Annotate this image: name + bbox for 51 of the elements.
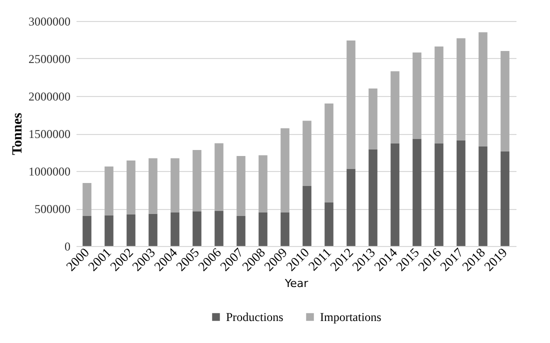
legend-label: Importations (320, 310, 382, 324)
bar (500, 152, 510, 246)
bar (346, 40, 356, 169)
bar (500, 51, 510, 152)
bar (390, 143, 400, 246)
bar (324, 104, 334, 202)
bar (368, 149, 378, 246)
bar (258, 212, 268, 246)
bar (280, 212, 290, 246)
bar (214, 210, 224, 246)
bar (302, 186, 312, 246)
y-tick-label: 500000 (34, 202, 70, 216)
bar (478, 32, 488, 146)
bar (192, 212, 202, 246)
bar (434, 143, 444, 246)
bar (126, 160, 136, 214)
bar (456, 140, 466, 246)
bar (214, 143, 224, 211)
y-axis-title: Tonnes (10, 112, 26, 156)
bar (148, 214, 158, 246)
bar (192, 150, 202, 212)
y-tick-label: 1000000 (28, 164, 70, 178)
bar (456, 38, 466, 140)
y-tick-label: 0 (64, 240, 70, 254)
bar (82, 216, 92, 246)
y-tick-label: 2000000 (28, 90, 70, 104)
y-tick-label: 2500000 (28, 52, 70, 66)
bar (434, 46, 444, 144)
x-axis-title: Year (284, 276, 309, 290)
bar (412, 138, 422, 246)
bar (412, 52, 422, 139)
bar (280, 128, 290, 212)
bar (236, 156, 246, 216)
bar (302, 120, 312, 186)
bar (324, 202, 334, 246)
bar (104, 166, 114, 216)
y-tick-label: 1500000 (28, 127, 70, 141)
y-tick-label: 3000000 (28, 14, 70, 28)
bar (82, 183, 92, 216)
bar (346, 168, 356, 246)
bar (148, 158, 158, 214)
legend-label: Productions (226, 310, 284, 324)
bar (258, 155, 268, 212)
bar (170, 158, 180, 212)
bar (170, 212, 180, 246)
bar (478, 146, 488, 246)
bar (390, 71, 400, 144)
bar (368, 88, 378, 150)
bar (126, 214, 136, 246)
bar (104, 215, 114, 246)
bar (236, 216, 246, 246)
